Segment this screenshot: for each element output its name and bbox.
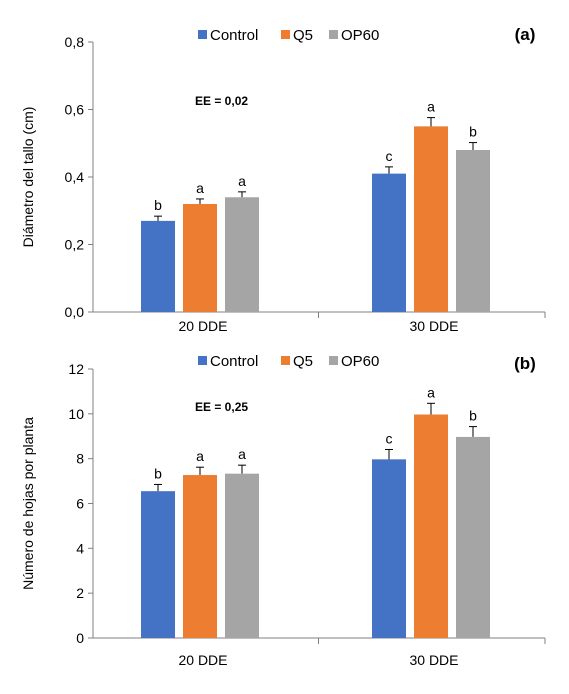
significance-letter: a (427, 384, 435, 400)
significance-letter: a (196, 180, 204, 196)
bar (456, 436, 490, 638)
y-tick-label: 10 (68, 406, 84, 422)
x-category-label: 20 DDE (178, 652, 227, 668)
y-tick-label: 6 (76, 496, 84, 512)
y-tick-label: 0,0 (65, 304, 85, 320)
bar (414, 414, 448, 638)
legend-label: Q5 (293, 353, 313, 370)
y-tick-label: 4 (76, 540, 84, 556)
y-tick-label: 0,8 (65, 34, 85, 50)
y-tick-label: 0 (76, 630, 84, 646)
significance-letter: a (196, 448, 204, 464)
legend-swatch (329, 30, 338, 39)
x-category-label: 30 DDE (409, 652, 458, 668)
bar (141, 220, 175, 312)
legend-label: OP60 (341, 353, 379, 370)
bar (183, 475, 217, 638)
bar (225, 473, 259, 638)
legend-swatch (329, 356, 338, 365)
legend-label: Q5 (293, 27, 313, 44)
significance-letter: a (238, 446, 246, 462)
bar (456, 150, 490, 312)
y-tick-label: 8 (76, 451, 84, 467)
ee-annotation: EE = 0,25 (195, 400, 248, 414)
y-tick-label: 0,6 (65, 102, 85, 118)
chart-panel-1: 0,0 0,2 0,4 0,6 0,8 20 DDE 30 DDE Diámetro del … (20, 25, 546, 334)
bar (141, 491, 175, 638)
panel-label: (b) (514, 354, 536, 373)
x-category-label: 30 DDE (409, 318, 458, 334)
significance-letter: c (386, 430, 393, 446)
significance-letter: a (427, 99, 435, 115)
legend-swatch (281, 30, 290, 39)
x-category-label: 20 DDE (178, 318, 227, 334)
legend-swatch (281, 356, 290, 365)
y-tick-label: 0,4 (65, 169, 85, 185)
significance-letter: b (469, 124, 477, 140)
legend-label: Control (210, 27, 258, 44)
ee-annotation: EE = 0,02 (195, 94, 248, 108)
significance-letter: b (469, 408, 477, 424)
legend-label: OP60 (341, 27, 379, 44)
bar (225, 197, 259, 312)
significance-letter: c (386, 148, 393, 164)
legend-label: Control (210, 353, 258, 370)
legend-swatch (198, 30, 207, 39)
bar (372, 173, 406, 312)
significance-letter: b (154, 465, 162, 481)
significance-letter: a (238, 173, 246, 189)
y-tick-label: 12 (68, 361, 84, 377)
bar (372, 459, 406, 638)
y-axis-title: Diámetro del tallo (cm) (20, 107, 36, 248)
bar (183, 204, 217, 312)
significance-letter: b (154, 197, 162, 213)
panel-label: (a) (515, 25, 536, 44)
y-tick-label: 0,2 (65, 237, 85, 253)
y-tick-label: 2 (76, 585, 84, 601)
y-axis-title: Número de hojas por planta (20, 417, 36, 590)
chart-panel-2: 0 2 4 6 8 10 12 20 DDE 30 DDE Número de hojas por… (20, 353, 546, 668)
legend-swatch (198, 356, 207, 365)
bar (414, 126, 448, 312)
